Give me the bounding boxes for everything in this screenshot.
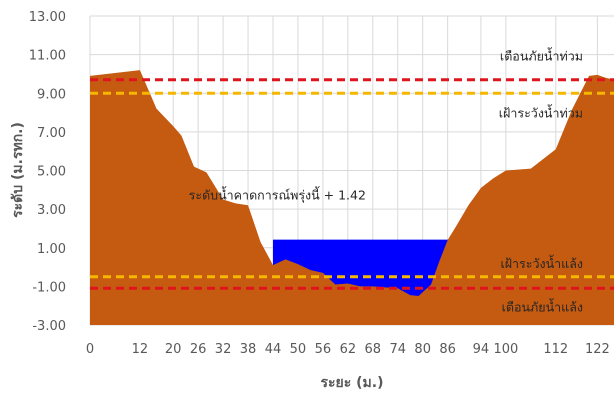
y-tick-label-2: 1.00 (37, 242, 66, 257)
x-axis-title: ระยะ (ม.) (321, 375, 384, 391)
x-tick-label-16: 112 (543, 342, 568, 357)
y-axis-tick-labels: -3.00 -1.00 1.00 3.00 5.00 7.00 9.00 11.00 13.00 (29, 10, 66, 334)
y-tick-label-1: -1.00 (32, 280, 66, 295)
x-tick-label-1: 12 (132, 342, 149, 357)
forecast-annotation: ระดับน้ำคาดการณ์พรุ่งนี้ + 1.42 (189, 186, 366, 204)
y-tick-label-8: 13.00 (29, 10, 66, 25)
x-tick-label-4: 32 (215, 342, 232, 357)
y-tick-label-5: 7.00 (37, 126, 66, 141)
y-tick-label-3: 3.00 (37, 203, 66, 218)
reference-line-labels: เตือนภัยน้ำท่วมเฝ้าระวังน้ำท่วมเฝ้าระวัง… (499, 47, 583, 315)
x-axis-tick-labels: 0 12 20 26 32 38 44 50 56 62 68 74 80 86 94 100 112 122 (86, 342, 610, 357)
x-tick-label-14: 94 (473, 342, 490, 357)
y-tick-label-6: 9.00 (37, 87, 66, 102)
x-tick-label-12: 80 (414, 342, 431, 357)
reference-label-3: เตือนภัยน้ำแล้ง (502, 298, 583, 315)
y-axis-title: ระดับ (ม.รทก.) (10, 122, 26, 218)
x-tick-label-3: 26 (190, 342, 207, 357)
x-tick-label-5: 38 (240, 342, 257, 357)
x-tick-label-8: 56 (315, 342, 332, 357)
reference-label-2: เฝ้าระวังน้ำแล้ง (500, 254, 583, 271)
x-tick-label-7: 50 (290, 342, 307, 357)
x-tick-label-13: 86 (439, 342, 456, 357)
x-tick-label-10: 68 (365, 342, 382, 357)
x-tick-label-17: 122 (585, 342, 610, 357)
reference-label-1: เฝ้าระวังน้ำท่วม (499, 104, 583, 121)
x-tick-label-0: 0 (86, 342, 94, 357)
x-tick-label-2: 20 (165, 342, 182, 357)
y-tick-label-7: 11.00 (29, 49, 66, 64)
x-tick-label-15: 100 (493, 342, 518, 357)
ground-area (90, 70, 614, 325)
ground-profile (90, 70, 614, 325)
reference-lines (90, 78, 614, 290)
x-tick-label-9: 62 (340, 342, 357, 357)
reference-label-0: เตือนภัยน้ำท่วม (500, 47, 583, 64)
x-tick-label-11: 74 (389, 342, 406, 357)
x-tick-label-6: 44 (265, 342, 282, 357)
y-tick-label-0: -3.00 (32, 319, 66, 334)
y-tick-label-4: 5.00 (37, 165, 66, 180)
